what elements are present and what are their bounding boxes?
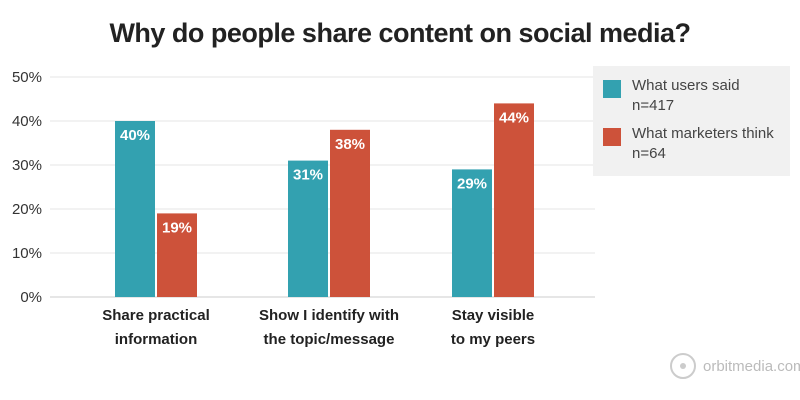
y-tick-label: 0%: [20, 289, 42, 306]
watermark-logo: orbitmedia.com: [670, 353, 800, 379]
x-tick-label: Share practical: [102, 307, 210, 324]
y-tick-label: 40%: [12, 113, 42, 130]
data-label: 40%: [120, 127, 150, 144]
bar: [494, 103, 534, 298]
legend: What users said n=417 What marketers thin…: [593, 66, 790, 176]
x-tick-label: information: [115, 331, 198, 348]
data-label: 19%: [162, 219, 192, 236]
bar: [452, 169, 492, 297]
data-label: 38%: [335, 136, 365, 153]
bar: [157, 213, 197, 297]
y-tick-label: 50%: [12, 69, 42, 86]
legend-sub: n=64: [632, 145, 666, 162]
legend-sub: n=417: [632, 97, 675, 114]
chart-title: Why do people share content on social me…: [109, 18, 691, 48]
orbit-icon: [670, 353, 696, 379]
y-tick-label: 10%: [12, 245, 42, 262]
y-tick-label: 30%: [12, 157, 42, 174]
x-tick-label: Stay visible: [452, 307, 535, 324]
bar: [288, 160, 328, 297]
legend-swatch-marketers: [603, 128, 621, 146]
legend-item-users: What users said n=417: [603, 76, 740, 116]
x-tick-label: Show I identify with: [259, 307, 399, 324]
legend-label: What users said: [632, 77, 740, 94]
bar: [330, 129, 370, 297]
data-label: 31%: [293, 167, 323, 184]
data-label: 29%: [457, 175, 487, 192]
legend-swatch-users: [603, 80, 621, 98]
legend-item-marketers: What marketers think n=64: [603, 124, 774, 164]
legend-label: What marketers think: [632, 125, 774, 142]
y-tick-label: 20%: [12, 201, 42, 218]
x-tick-label: the topic/message: [264, 331, 395, 348]
watermark-text: orbitmedia.com: [703, 357, 800, 375]
data-label: 44%: [499, 109, 529, 126]
bar: [115, 121, 155, 297]
x-tick-label: to my peers: [451, 331, 535, 348]
